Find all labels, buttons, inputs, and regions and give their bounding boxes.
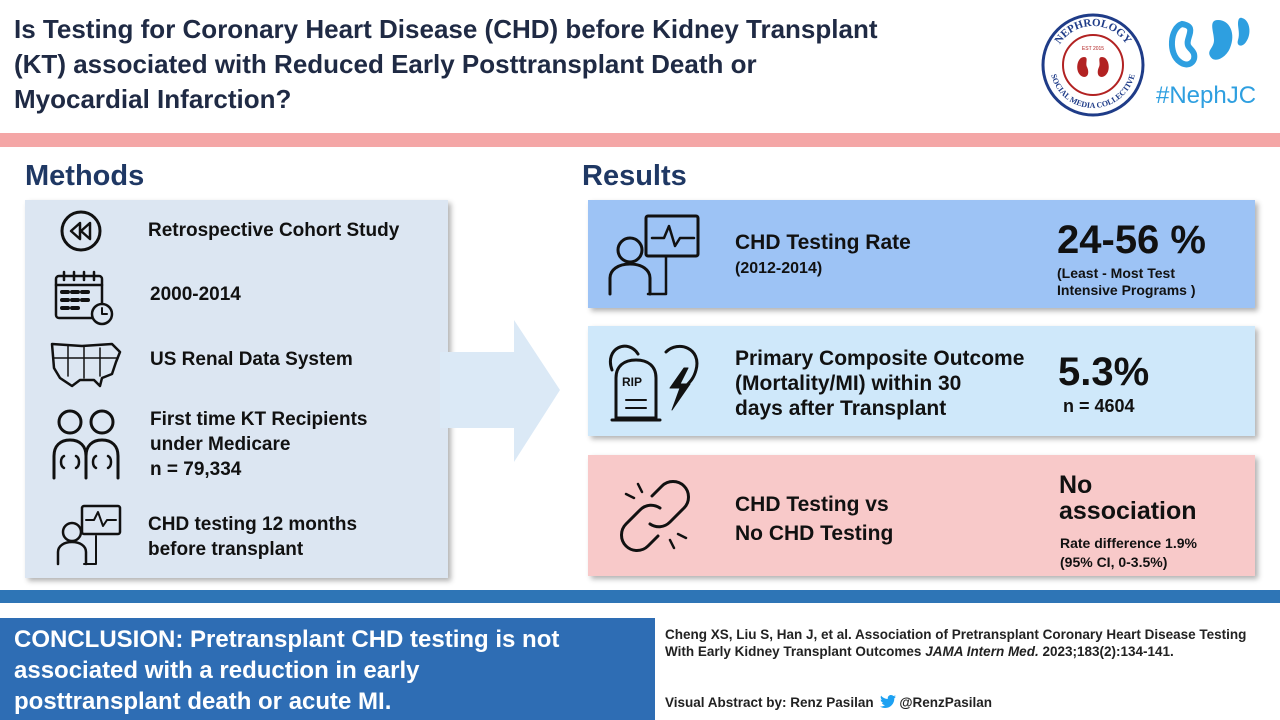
icon-chd-testing	[608, 214, 700, 296]
method-text: 2000-2014	[150, 284, 241, 305]
title-line: Myocardial Infarction?	[14, 84, 292, 114]
conclusion-line: posttransplant death or acute MI.	[14, 688, 392, 715]
citation-text: Cheng XS, Liu S, Han J, et al. Associati…	[665, 627, 1247, 659]
icon-recipients	[52, 409, 120, 480]
result-box	[588, 455, 1255, 576]
label-line: CHD Testing vs	[735, 493, 889, 516]
title-line: Is Testing for Coronary Heart Disease (C…	[14, 14, 878, 44]
method-line: First time KT Recipients	[150, 409, 368, 430]
label-line: (Mortality/MI) within 30	[735, 372, 962, 395]
result-value: No association	[1059, 472, 1197, 524]
result-label: CHD Testing Rate	[735, 231, 911, 254]
method-line: before transplant	[148, 539, 304, 560]
icon-rewind	[60, 210, 102, 252]
citation-details: 2023;183(2):134-141.	[1038, 644, 1174, 659]
method-text: First time KT Recipients under Medicare …	[150, 407, 368, 482]
result-sublabel: (2012-2014)	[735, 260, 823, 277]
nephjc-logo	[1169, 17, 1250, 68]
result-label: CHD Testing vs No CHD Testing	[735, 490, 893, 548]
result-note: (Least - Most Test Intensive Programs )	[1057, 265, 1196, 299]
label-line: days after Transplant	[735, 397, 947, 420]
citation-journal: JAMA Intern Med.	[925, 644, 1039, 659]
value-line: No	[1059, 471, 1093, 499]
value-line: association	[1059, 497, 1197, 525]
conclusion: CONCLUSION: Pretransplant CHD testing is…	[14, 624, 559, 717]
arrow	[440, 320, 560, 462]
result-value: 5.3%	[1058, 350, 1150, 394]
icon-calendar	[54, 270, 114, 326]
conclusion-box	[0, 618, 655, 720]
icon-chd-testing	[56, 504, 122, 566]
note-line: Rate difference 1.9%	[1060, 535, 1197, 551]
result-value: 24-56 %	[1057, 218, 1206, 262]
logo-text: EST 2015	[1082, 46, 1104, 52]
credit-handle[interactable]: @RenzPasilan	[899, 695, 993, 710]
divider	[0, 590, 1280, 603]
method-line: CHD testing 12 months	[148, 514, 358, 535]
twitter-icon	[880, 695, 897, 708]
result-label: Primary Composite Outcome (Mortality/MI)…	[735, 346, 1024, 421]
note-line: (95% CI, 0-3.5%)	[1060, 554, 1168, 570]
note-line: Intensive Programs )	[1057, 282, 1196, 298]
label-line: No CHD Testing	[735, 522, 894, 545]
title: Is Testing for Coronary Heart Disease (C…	[14, 12, 877, 117]
result-box	[588, 326, 1255, 436]
nephrology-logo: NEPHROLOGY SOCIAL MEDIA COLLECTIVE EST 2…	[1041, 13, 1145, 117]
credit: Visual Abstract by: Renz Pasilan @RenzPa…	[665, 695, 992, 710]
method-text: US Renal Data System	[150, 349, 353, 370]
conclusion-line: CONCLUSION: Pretransplant CHD testing is…	[14, 626, 560, 653]
result-note: n = 4604	[1063, 396, 1135, 416]
note-line: (Least - Most Test	[1057, 265, 1175, 281]
result-note: Rate difference 1.9% (95% CI, 0-3.5%)	[1060, 534, 1197, 572]
section-heading: Results	[582, 160, 687, 192]
logo-text: #NephJC	[1156, 82, 1257, 109]
method-line: n = 79,334	[150, 459, 242, 480]
credit-text: Visual Abstract by: Renz Pasilan	[665, 695, 874, 710]
section-heading: Methods	[25, 160, 145, 192]
citation: Cheng XS, Liu S, Han J, et al. Associati…	[665, 626, 1265, 660]
svg-text:RIP: RIP	[622, 375, 642, 389]
title-line: (KT) associated with Reduced Early Postt…	[14, 49, 757, 79]
method-text: CHD testing 12 months before transplant	[148, 512, 357, 562]
divider	[0, 133, 1280, 147]
conclusion-line: associated with a reduction in early	[14, 657, 420, 684]
icon-broken-link	[620, 480, 690, 552]
icon-us-map	[50, 342, 122, 388]
method-line: under Medicare	[150, 434, 291, 455]
icon-rip: RIP	[608, 344, 699, 422]
label-line: Primary Composite Outcome	[735, 347, 1025, 370]
method-text: Retrospective Cohort Study	[148, 220, 400, 241]
